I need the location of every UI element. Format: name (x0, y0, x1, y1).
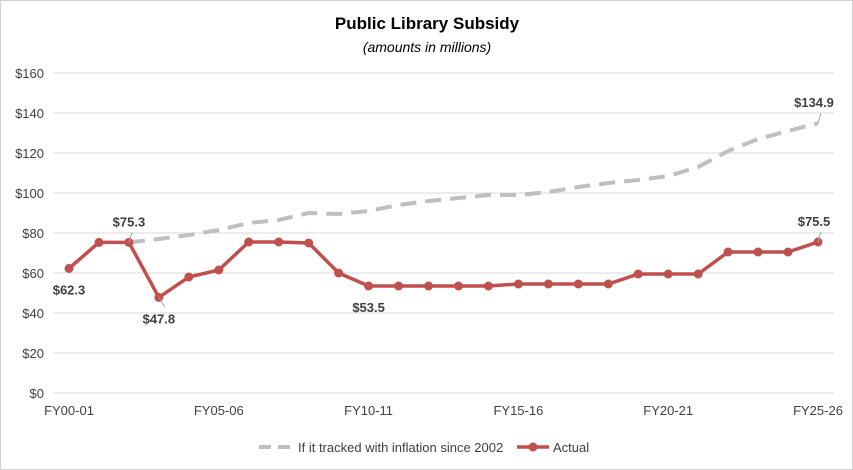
x-tick-label: FY20-21 (643, 403, 693, 418)
actual-data-point (424, 281, 434, 291)
chart-subtitle: (amounts in millions) (363, 39, 491, 55)
legend-label-actual: Actual (553, 440, 589, 455)
y-tick-label: $40 (22, 306, 44, 321)
actual-data-point (184, 272, 194, 282)
y-tick-label: $0 (30, 386, 44, 401)
y-tick-label: $80 (22, 226, 44, 241)
data-label: $75.3 (113, 214, 146, 229)
data-label: $47.8 (143, 311, 176, 326)
legend-marker-actual (528, 442, 538, 452)
chart-title: Public Library Subsidy (335, 14, 520, 33)
actual-data-point (244, 237, 254, 247)
actual-data-point (214, 265, 224, 275)
actual-data-point (633, 269, 643, 279)
y-tick-label: $160 (15, 66, 44, 81)
leader-line (817, 113, 822, 124)
actual-data-point (304, 238, 314, 248)
leader-line (128, 232, 133, 243)
actual-data-point (453, 281, 463, 291)
x-tick-label: FY00-01 (44, 403, 94, 418)
x-tick-label: FY10-11 (344, 403, 393, 418)
actual-data-point (483, 281, 493, 291)
legend-label-inflation: If it tracked with inflation since 2002 (298, 440, 503, 455)
actual-data-point (513, 279, 523, 289)
y-tick-label: $120 (15, 146, 44, 161)
actual-data-point (94, 237, 104, 247)
actual-data-point (693, 269, 703, 279)
leader-line (817, 231, 822, 243)
data-label: $62.3 (53, 282, 86, 297)
inflation-line (128, 121, 819, 245)
actual-data-point (274, 237, 284, 247)
x-tick-label: FY15-16 (493, 403, 543, 418)
actual-data-point (64, 263, 74, 273)
leader-line (158, 297, 166, 308)
actual-data-point (783, 247, 793, 257)
data-label: $75.5 (798, 214, 831, 229)
actual-data-point (603, 279, 613, 289)
actual-data-point (753, 247, 763, 257)
actual-data-point (573, 279, 583, 289)
actual-data-point (394, 281, 404, 291)
data-label: $134.9 (794, 95, 834, 110)
actual-data-point (543, 279, 553, 289)
actual-line (67, 240, 819, 300)
actual-data-point (364, 281, 374, 291)
x-tick-label: FY05-06 (194, 403, 244, 418)
actual-data-point (334, 268, 344, 278)
data-label: $53.5 (352, 300, 385, 315)
y-tick-label: $60 (22, 266, 44, 281)
y-tick-label: $100 (15, 186, 44, 201)
actual-data-point (663, 269, 673, 279)
y-tick-label: $20 (22, 346, 44, 361)
actual-data-point (723, 247, 733, 257)
x-tick-label: FY25-26 (793, 403, 843, 418)
y-tick-label: $140 (15, 106, 44, 121)
